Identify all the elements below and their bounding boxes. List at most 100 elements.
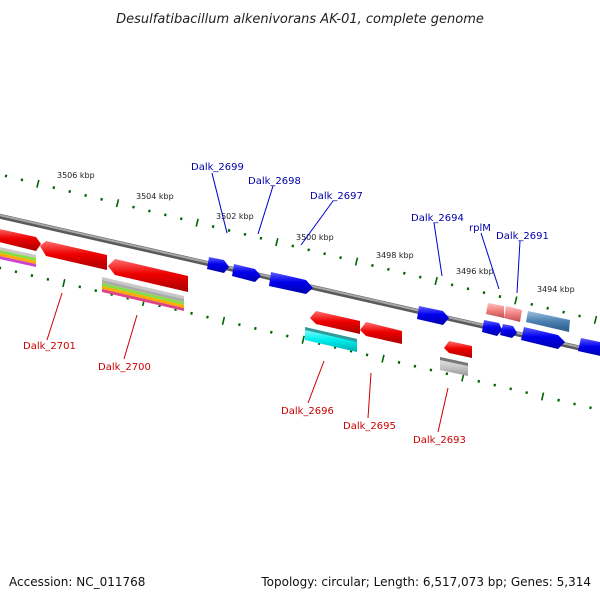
minor-tick	[238, 323, 241, 327]
forward-strand-genes	[207, 257, 600, 357]
gene-arrow-dalk-2700[interactable]	[108, 259, 188, 292]
gene-arrow[interactable]	[482, 320, 502, 336]
minor-tick	[14, 270, 18, 274]
gene-arrow-dalk-2693[interactable]	[444, 341, 472, 358]
minor-tick	[509, 387, 513, 391]
minor-tick	[100, 197, 103, 201]
annotation-stripe-cyan	[305, 327, 357, 352]
minor-tick	[4, 174, 8, 178]
annotation-stripe	[440, 357, 468, 366]
minor-tick	[589, 406, 592, 410]
gene-label-dalk-2695[interactable]: Dalk_2695	[343, 421, 396, 432]
gene-arrow-dalk-2699[interactable]	[207, 257, 229, 273]
minor-tick	[418, 275, 422, 279]
gene-arrow[interactable]	[0, 228, 41, 251]
scale-label: 3496 kbp	[456, 267, 494, 276]
minor-tick	[20, 178, 24, 182]
forward-gene-labels: Dalk_2699 Dalk_2698 Dalk_2697 Dalk_2694 …	[191, 162, 549, 242]
accession-text: Accession: NC_011768	[9, 575, 145, 589]
minor-tick	[211, 225, 215, 229]
minor-tick	[573, 402, 576, 406]
minor-tick	[525, 391, 529, 395]
minor-tick	[397, 360, 401, 364]
scale-label: 3504 kbp	[136, 192, 174, 201]
gene-label-dalk-2696[interactable]: Dalk_2696	[281, 406, 334, 417]
minor-tick	[68, 190, 72, 194]
gene-arrow-dalk-2701[interactable]	[40, 241, 107, 270]
reverse-strand-genes	[0, 228, 472, 376]
minor-tick	[206, 315, 209, 319]
minor-tick	[148, 209, 151, 213]
gene-arrow-dalk-2691[interactable]	[526, 311, 570, 332]
gene-arrow-dalk-2695[interactable]	[360, 322, 402, 344]
genome-summary-text: Topology: circular; Length: 6,517,073 bp…	[260, 575, 591, 589]
major-tick	[115, 199, 120, 208]
minor-tick	[402, 271, 406, 275]
minor-tick	[546, 306, 550, 310]
major-tick	[381, 354, 385, 363]
minor-tick	[94, 289, 98, 293]
minor-tick	[365, 353, 369, 357]
scale-label: 3506 kbp	[57, 171, 95, 180]
minor-tick	[52, 186, 56, 190]
gene-arrow[interactable]	[578, 338, 600, 357]
gene-arrow-dalk-2698[interactable]	[232, 264, 261, 282]
minor-tick	[386, 267, 390, 271]
gene-arrow-dalk-2696[interactable]	[310, 311, 360, 334]
minor-tick	[339, 256, 342, 260]
minor-tick	[84, 193, 88, 197]
minor-tick	[429, 368, 433, 372]
reverse-gene-labels: Dalk_2701 Dalk_2700 Dalk_2696 Dalk_2695 …	[23, 341, 466, 446]
gene-label-dalk-2701[interactable]: Dalk_2701	[23, 341, 76, 352]
minor-tick	[285, 334, 289, 338]
major-tick	[221, 316, 226, 325]
major-tick	[434, 276, 438, 286]
major-tick	[354, 257, 359, 266]
gene-label-dalk-2693[interactable]: Dalk_2693	[413, 435, 466, 446]
minor-tick	[498, 295, 502, 299]
minor-tick	[163, 213, 167, 217]
major-tick	[275, 238, 279, 247]
minor-tick	[30, 274, 34, 278]
scale-label: 3494 kbp	[537, 285, 575, 294]
minor-tick	[450, 283, 454, 287]
map-title: Desulfatibacillum alkenivorans AK-01, co…	[116, 12, 484, 27]
minor-tick	[413, 364, 417, 368]
gene-label-rplm[interactable]: rplM	[469, 223, 491, 234]
minor-tick	[190, 311, 193, 315]
label-leader-lines	[46, 172, 521, 433]
minor-tick	[227, 228, 231, 232]
gene-label-dalk-2699[interactable]: Dalk_2699	[191, 162, 244, 173]
minor-tick	[466, 287, 470, 291]
gene-arrow[interactable]	[504, 306, 522, 322]
gene-label-dalk-2697[interactable]: Dalk_2697	[310, 191, 363, 202]
gene-label-dalk-2691[interactable]: Dalk_2691	[496, 231, 549, 242]
gene-label-dalk-2694[interactable]: Dalk_2694	[411, 213, 464, 224]
gene-arrow[interactable]	[500, 324, 517, 338]
minor-tick	[578, 314, 581, 318]
gene-label-dalk-2700[interactable]: Dalk_2700	[98, 362, 151, 373]
minor-tick	[530, 302, 534, 306]
scale-labels: 3506 kbp 3504 kbp 3502 kbp 3500 kbp 3498…	[57, 171, 575, 294]
minor-tick	[269, 330, 273, 334]
minor-tick	[557, 398, 560, 402]
gene-label-dalk-2698[interactable]: Dalk_2698	[248, 176, 301, 187]
annotation-stripes	[0, 247, 36, 267]
outer-tick-track	[4, 174, 598, 324]
gene-arrow-dalk-2694[interactable]	[417, 306, 449, 325]
scale-label: 3498 kbp	[376, 251, 414, 260]
minor-tick	[371, 263, 374, 267]
minor-tick	[132, 205, 135, 209]
minor-tick	[179, 217, 183, 221]
major-tick	[62, 279, 66, 288]
gene-arrow[interactable]	[521, 327, 565, 349]
minor-tick	[323, 252, 327, 256]
scale-label: 3500 kbp	[296, 233, 334, 242]
inner-tick-track	[0, 266, 592, 410]
major-tick	[36, 179, 40, 188]
major-tick	[195, 218, 199, 227]
minor-tick	[493, 383, 497, 387]
minor-tick	[259, 236, 263, 240]
gene-arrow-rplm[interactable]	[486, 303, 504, 318]
gene-arrow-dalk-2697[interactable]	[269, 272, 313, 294]
